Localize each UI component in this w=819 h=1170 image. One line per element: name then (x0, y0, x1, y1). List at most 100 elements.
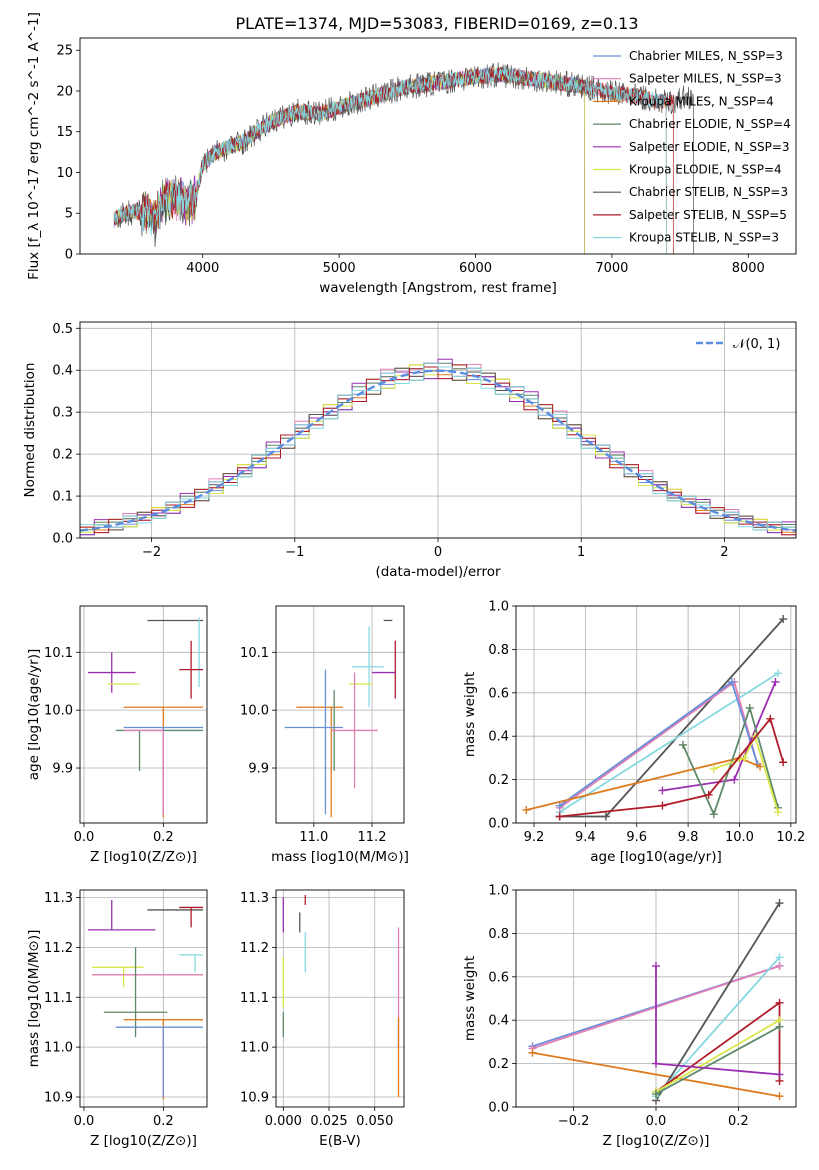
y-tick-label: 5 (65, 207, 73, 222)
plot-frame (515, 889, 797, 1108)
weight-point (727, 677, 736, 686)
y-tick-label: 10.1 (44, 646, 73, 661)
weight-line (559, 672, 779, 813)
x-axis-label: Z [log10(Z/Z⊙)] (90, 849, 197, 865)
weight-point (652, 1059, 660, 1068)
x-tick-label: 0.050 (356, 1114, 393, 1129)
x-tick-label: 0.0 (74, 1114, 95, 1129)
x-tick-label: 0.000 (265, 1114, 302, 1129)
legend-entry: 𝒩(0, 1) (733, 337, 780, 352)
weight-point (779, 615, 788, 624)
legend-entry: Salpeter MILES, N_SSP=3 (629, 72, 782, 86)
y-axis-label: age [log10(age/yr)] (26, 649, 42, 781)
y-tick-label: 25 (56, 44, 73, 59)
y-tick-label: 0.4 (52, 364, 73, 379)
weight-line (655, 956, 781, 1097)
weight-point (745, 703, 754, 712)
weight-line (655, 1001, 781, 1093)
weight-point (779, 758, 788, 767)
weight-point (775, 998, 784, 1007)
x-tick-label: 9.6 (626, 830, 647, 845)
weight-point (774, 669, 783, 678)
y-tick-label: 9.9 (248, 762, 269, 777)
legend-entry: Salpeter ELODIE, N_SSP=3 (629, 140, 790, 154)
x-axis-label: Z [log10(Z/Z⊙)] (603, 1133, 710, 1149)
weight-point (774, 808, 783, 817)
y-tick-label: 20 (56, 84, 73, 99)
weight-point (740, 753, 749, 762)
y-tick-label: 11.1 (44, 991, 73, 1006)
y-tick-label: 10.0 (240, 704, 269, 719)
x-axis-label: age [log10(age/yr)] (590, 849, 722, 865)
y-tick-label: 15 (56, 125, 73, 140)
y-tick-label: 11.2 (44, 941, 73, 956)
weight-point (704, 790, 713, 799)
y-tick-label: 10.1 (240, 646, 269, 661)
y-tick-label: 0.5 (52, 322, 73, 337)
weight-line (713, 733, 779, 813)
y-tick-label: 11.0 (44, 1041, 73, 1056)
y-axis-label: mass weight (462, 672, 478, 757)
x-tick-label: 11.0 (299, 830, 328, 845)
legend-entry: Kroupa STELIB, N_SSP=3 (629, 231, 779, 245)
y-tick-label: 0.2 (488, 1057, 509, 1072)
x-tick-label: 6000 (459, 261, 492, 276)
x-tick-label: 2 (720, 545, 728, 560)
x-tick-label: 0 (434, 545, 442, 560)
x-tick-label: 0.2 (153, 1114, 174, 1129)
y-tick-label: 11.1 (240, 991, 269, 1006)
x-tick-label: 7000 (595, 261, 628, 276)
spectrum-panel: 4000 5000 6000 7000 8000 0 5 10 15 20 25 wavelength… (26, 12, 797, 296)
weight-point (775, 899, 784, 908)
weight-point (555, 812, 564, 821)
x-tick-label: −2 (142, 545, 161, 560)
weight-point (678, 740, 687, 749)
plot-frame (79, 889, 208, 1108)
weight-point (652, 1089, 660, 1098)
weight-point (709, 764, 718, 773)
weight-point (756, 762, 765, 771)
weight-point (709, 810, 718, 819)
weight-point (658, 786, 667, 795)
y-tick-label: 0.2 (488, 773, 509, 788)
x-tick-label: 0.025 (310, 1114, 347, 1129)
x-tick-label: 9.8 (678, 830, 699, 845)
y-tick-label: 0.4 (488, 730, 509, 745)
y-tick-label: 0.2 (52, 448, 73, 463)
x-tick-label: 10.2 (776, 830, 805, 845)
y-tick-label: 0.4 (488, 1014, 509, 1029)
age-vs-metallicity-panel: 0.0 0.2 9.9 10.0 10.1 Z [log10(Z/Z⊙)] age [log… (26, 605, 208, 865)
x-tick-label: −1 (285, 545, 304, 560)
x-tick-label: 0.0 (646, 1114, 667, 1129)
x-tick-label: 10.0 (725, 830, 754, 845)
weight-point (730, 775, 739, 784)
plot-frame (275, 889, 405, 1108)
legend-entry: Kroupa MILES, N_SSP=4 (629, 94, 774, 108)
plot-frame (79, 321, 797, 539)
weight-point (775, 961, 784, 970)
weight-point (528, 1048, 537, 1057)
x-tick-label: −0.2 (558, 1114, 590, 1129)
mass-vs-metallicity-panel: 0.0 0.2 10.9 11.0 11.1 11.2 11.3 Z [log10(Z/Z⊙)… (26, 889, 208, 1149)
x-axis-label: mass [log10(M/M⊙)] (271, 849, 409, 865)
x-tick-label: 1 (577, 545, 585, 560)
x-tick-label: 5000 (323, 261, 356, 276)
weight-point (652, 961, 660, 970)
x-axis-label: Z [log10(Z/Z⊙)] (90, 1133, 197, 1149)
x-tick-label: 11.2 (358, 830, 387, 845)
weight-point (522, 805, 531, 814)
x-tick-label: 8000 (732, 261, 765, 276)
legend-entry: Chabrier STELIB, N_SSP=3 (629, 185, 788, 199)
y-tick-label: 10.0 (44, 704, 73, 719)
mass-vs-ebv-panel: 0.000 0.025 0.050 10.9 11.0 11.1 11.2 11.3 E(B-V… (240, 889, 405, 1149)
x-tick-label: 0.0 (74, 830, 95, 845)
legend-entry: Chabrier ELODIE, N_SSP=4 (629, 117, 791, 131)
y-tick-label: 11.2 (240, 941, 269, 956)
weight-vs-age-panel: 9.2 9.4 9.6 9.8 10.0 10.2 0.0 0.2 0.4 0.6 0.8 1.0 ag… (462, 600, 805, 866)
y-tick-label: 1.0 (488, 884, 509, 899)
y-tick-label: 1.0 (488, 600, 509, 615)
y-tick-label: 0.1 (52, 490, 73, 505)
y-tick-label: 0.6 (488, 970, 509, 985)
y-tick-label: 10.9 (240, 1091, 269, 1106)
weight-line (655, 902, 781, 1101)
